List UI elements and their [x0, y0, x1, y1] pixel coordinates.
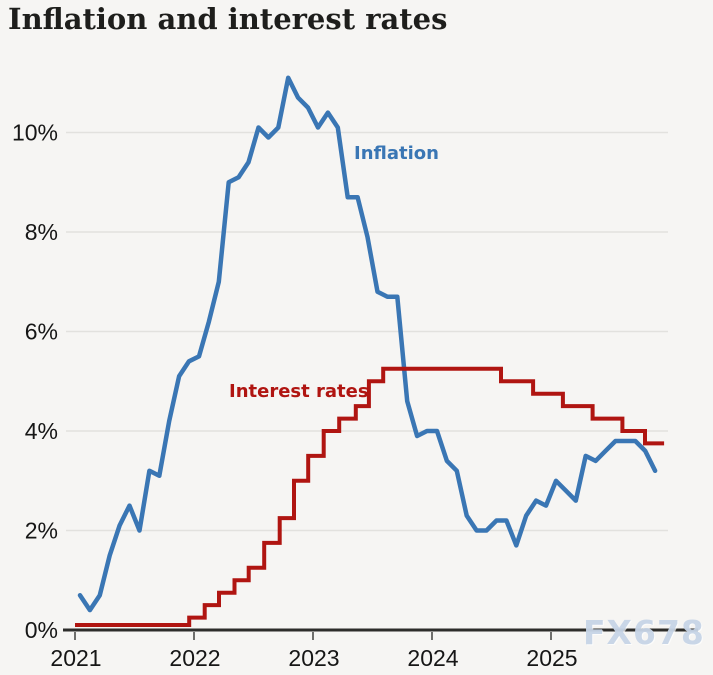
x-axis-tick-label: 2024: [407, 645, 458, 671]
y-axis-tick-label: 2%: [25, 518, 58, 544]
y-axis-tick-label: 4%: [25, 418, 58, 444]
inflation-series-label: Inflation: [354, 143, 439, 164]
x-axis-tick-label: 2022: [169, 645, 220, 671]
watermark: FX678: [583, 613, 705, 652]
y-axis-tick-label: 0%: [25, 617, 58, 643]
y-axis-tick-label: 10%: [12, 120, 58, 146]
y-axis-tick-label: 6%: [25, 319, 58, 345]
interest-rates-series-label: Interest rates: [229, 381, 369, 402]
chart-title: Inflation and interest rates: [8, 2, 448, 36]
interest-rates-line: [75, 366, 665, 627]
y-axis-tick-label: 8%: [25, 219, 58, 245]
x-axis-tick-label: 2021: [50, 645, 101, 671]
x-axis-tick-label: 2023: [288, 645, 339, 671]
inflation-line: [77, 75, 658, 613]
x-axis-tick-label: 2025: [526, 645, 577, 671]
